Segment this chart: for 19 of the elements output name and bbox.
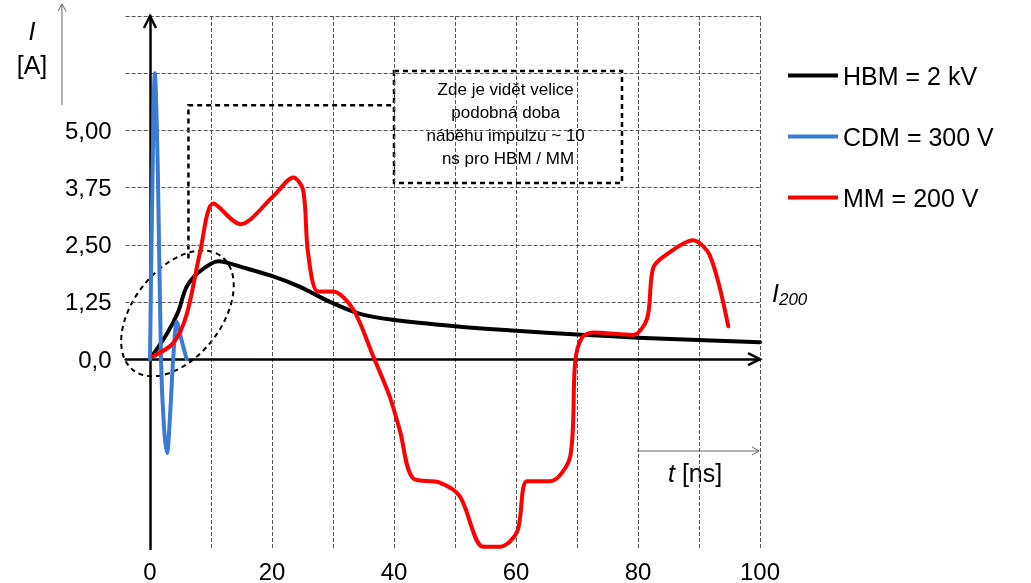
y-tick-label: 2,50 (64, 231, 112, 259)
line-series (148, 71, 189, 455)
x-tick-label: 40 (380, 557, 408, 583)
x-tick-label: 20 (258, 557, 286, 583)
y-tick-label: 0,0 (78, 345, 112, 373)
y-tick-label: 5,00 (64, 116, 112, 144)
line-series (151, 175, 731, 549)
x-tick-label: 100 (739, 557, 781, 583)
x-axis-title: t [ns] (668, 458, 723, 487)
y-tick-label: 3,75 (64, 174, 112, 202)
annotation: Zde je vidět velice podobná doba náběhu impulzu ~ 10 ns pro HBM / MM (426, 80, 590, 168)
legend-label: MM = 200 V (843, 183, 979, 212)
x-tick-label: 60 (502, 557, 530, 583)
x-tick-label: 80 (624, 557, 652, 583)
legend-label: HBM = 2 kV (843, 61, 978, 90)
x-tick-label: 0 (143, 557, 157, 583)
y-tick-label: 1,25 (64, 288, 112, 316)
legend-label: CDM = 300 V (843, 122, 995, 151)
y-axis-title: I [A] (16, 16, 48, 79)
